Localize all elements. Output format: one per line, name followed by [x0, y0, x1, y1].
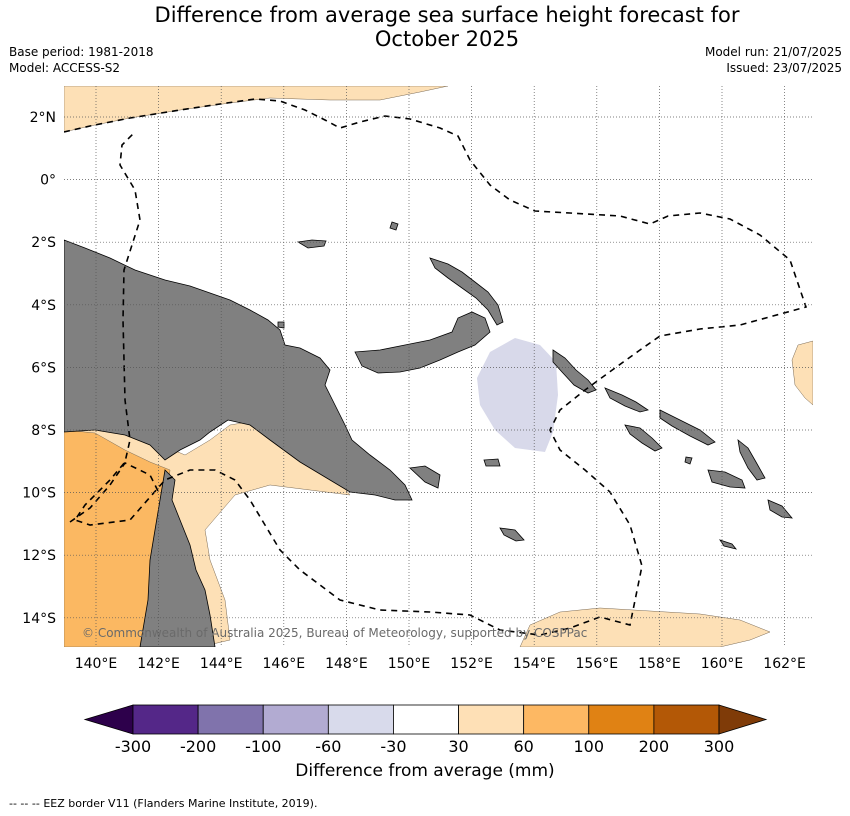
eez-legend-text: EEZ border V11 (Flanders Marine Institut… [43, 797, 318, 810]
lat-tick-label: 4°S [31, 298, 56, 314]
meta-left: Base period: 1981-2018 Model: ACCESS-S2 [9, 44, 154, 76]
meta-right: Model run: 21/07/2025 Issued: 23/07/2025 [705, 44, 842, 76]
land-bougainville [552, 349, 597, 394]
land-new-britain [354, 311, 491, 374]
colorbar-segment [653, 704, 720, 735]
base-period: Base period: 1981-2018 [9, 45, 154, 59]
land-islet-d [684, 456, 693, 465]
colorbar-segment [458, 704, 525, 735]
latitude-labels: 2°N 0° 2°S 4°S 6°S 8°S 10°S 12°S 14°S [22, 110, 56, 627]
lon-tick-label: 142°E [137, 656, 180, 672]
eez-legend-symbol: -- -- -- [9, 797, 40, 810]
land-woodlark [483, 458, 501, 467]
eez-border-sw [69, 461, 161, 523]
colorbar-segment [262, 704, 329, 735]
colorbar-tick-label: 100 [574, 737, 605, 756]
lon-tick-label: 146°E [263, 656, 306, 672]
anomaly-30-60-south [519, 607, 771, 647]
colorbar-tick-label: 30 [448, 737, 468, 756]
colorbar-tick-label: -100 [245, 737, 281, 756]
land-islet-b [277, 321, 285, 329]
land-islet-c [719, 539, 738, 550]
colorbar-tick-label: -30 [380, 737, 406, 756]
lon-tick-label: 150°E [388, 656, 431, 672]
lat-tick-label: 2°N [30, 110, 56, 126]
colorbar-extend-high [718, 704, 768, 735]
colorbar-segment [132, 704, 199, 735]
eez-border-png [64, 98, 808, 636]
land-solomon-2 [659, 409, 716, 446]
lat-tick-label: 8°S [31, 423, 56, 439]
colorbar-tick-label: -200 [180, 737, 216, 756]
land-solomon-4 [707, 469, 746, 489]
colorbar-tick-label: 60 [513, 737, 533, 756]
colorbar-label: Difference from average (mm) [295, 761, 555, 781]
land-new-ireland [429, 257, 504, 326]
lon-tick-label: 144°E [200, 656, 243, 672]
land-solomon-6 [767, 499, 793, 519]
title-line-1: Difference from average sea surface heig… [154, 3, 740, 27]
colorbar: -300 -200 -100 -60 -30 30 60 100 200 300 [83, 704, 768, 756]
lat-tick-label: 14°S [22, 611, 56, 627]
colorbar-segment [523, 704, 590, 735]
lon-tick-label: 152°E [450, 656, 493, 672]
lat-tick-label: 12°S [22, 548, 56, 564]
colorbar-tick-label: 200 [639, 737, 670, 756]
copyright-credit: © Commonwealth of Australia 2025, Bureau… [82, 626, 587, 640]
land-islet-a [389, 221, 399, 231]
chart-title: Difference from average sea surface heig… [0, 3, 850, 51]
anomaly-neg60-30-east [477, 338, 558, 452]
lat-tick-label: 10°S [22, 486, 56, 502]
model-name: Model: ACCESS-S2 [9, 61, 121, 75]
anomaly-30-60-east [791, 340, 813, 406]
lat-tick-label: 2°S [31, 235, 56, 251]
model-run: Model run: 21/07/2025 [704, 45, 842, 59]
graticule [64, 86, 813, 647]
colorbar-tick-label: -60 [315, 737, 341, 756]
land-louisiade [499, 527, 525, 542]
map-area: © Commonwealth of Australia 2025, Bureau… [64, 86, 813, 647]
lat-tick-label: 6°S [31, 360, 56, 376]
lon-tick-label: 160°E [701, 656, 744, 672]
lon-tick-label: 148°E [325, 656, 368, 672]
colorbar-extend-low [83, 704, 134, 735]
land-solomon-3 [624, 424, 663, 452]
longitude-labels: 140°E 142°E 144°E 146°E 148°E 150°E 152°E 154°E… [75, 656, 806, 672]
lon-tick-label: 156°E [576, 656, 619, 672]
colorbar-segment [197, 704, 264, 735]
lat-tick-label: 0° [40, 173, 56, 189]
lon-tick-label: 158°E [638, 656, 681, 672]
colorbar-segment [393, 704, 459, 735]
colorbar-tick-label: 300 [704, 737, 735, 756]
land-solomon-1 [604, 387, 649, 413]
title-line-2: October 2025 [374, 27, 520, 51]
footer-legend: -- -- -- EEZ border V11 (Flanders Marine… [9, 797, 317, 810]
land-dentrecasteaux [409, 465, 441, 489]
lon-tick-label: 140°E [75, 656, 118, 672]
colorbar-segment [327, 704, 394, 735]
land-solomon-5 [737, 439, 766, 481]
lon-tick-label: 162°E [763, 656, 806, 672]
issued-date: Issued: 23/07/2025 [726, 61, 842, 75]
colorbar-segment [588, 704, 655, 735]
colorbar-tick-label: -300 [115, 737, 151, 756]
lon-tick-label: 154°E [513, 656, 556, 672]
